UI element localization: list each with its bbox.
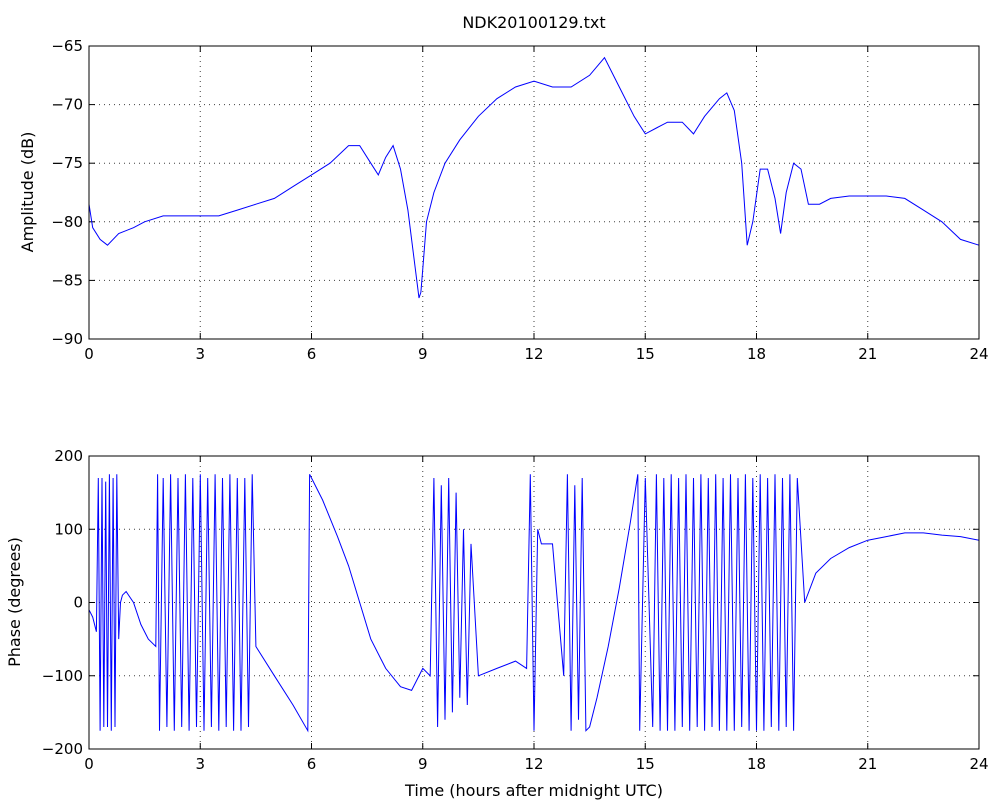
amp-y-tick-label: −75: [51, 154, 83, 172]
phase-axes-frame: [88, 455, 980, 750]
amp-y-tick-label: −65: [51, 37, 83, 55]
ph-x-tick-label: 0: [84, 755, 94, 773]
phase-ticks: 0 3 6 9 12 15 18 21 24 −200 −100 0 100 200: [42, 447, 989, 773]
amplitude-grid: [89, 46, 979, 339]
amp-y-tick-label: −70: [51, 96, 83, 114]
amp-x-tick-label: 6: [307, 345, 317, 363]
amplitude-ticks: 0 3 6 9 12 15 18 21 24 −90 −85 −80 −75 −70 −65: [51, 37, 988, 363]
amp-x-tick-label: 12: [524, 345, 543, 363]
amplitude-series-line: [88, 56, 980, 299]
amp-y-tick-label: −85: [51, 271, 83, 289]
ph-x-tick-label: 24: [969, 755, 988, 773]
phase-y-axis-label: Phase (degrees): [5, 537, 24, 667]
phase-x-axis-label: Time (hours after midnight UTC): [404, 781, 663, 800]
phase-grid: [89, 456, 979, 749]
amp-x-tick-label: 18: [747, 345, 766, 363]
amplitude-y-axis-label: Amplitude (dB): [18, 132, 37, 253]
amp-x-tick-label: 15: [636, 345, 655, 363]
ph-x-tick-label: 9: [418, 755, 428, 773]
amp-x-tick-label: 3: [195, 345, 205, 363]
ph-y-tick-label: −100: [42, 667, 83, 685]
amp-x-tick-label: 21: [858, 345, 877, 363]
ph-y-tick-label: 0: [73, 594, 83, 612]
amp-x-tick-label: 24: [969, 345, 988, 363]
amp-y-tick-label: −90: [51, 330, 83, 348]
ph-y-tick-label: 200: [54, 447, 83, 465]
amp-x-tick-label: 9: [418, 345, 428, 363]
chart-title: NDK20100129.txt: [462, 13, 605, 32]
phase-series-line: [88, 474, 980, 733]
amp-y-tick-label: −80: [51, 213, 83, 231]
amplitude-panel: NDK20100129.txt 0 3 6 9 12 15 18 21 24 −90 −85 −80 −…: [18, 13, 989, 363]
ph-y-tick-label: 100: [54, 520, 83, 538]
ph-x-tick-label: 15: [636, 755, 655, 773]
ph-x-tick-label: 6: [307, 755, 317, 773]
ph-x-tick-label: 21: [858, 755, 877, 773]
ph-x-tick-label: 12: [524, 755, 543, 773]
amp-x-tick-label: 0: [84, 345, 94, 363]
phase-panel: 0 3 6 9 12 15 18 21 24 −200 −100 0 100 200 Phase (deg…: [5, 447, 989, 800]
amplitude-axes-frame: [88, 45, 980, 340]
ph-x-tick-label: 18: [747, 755, 766, 773]
ph-x-tick-label: 3: [195, 755, 205, 773]
ph-y-tick-label: −200: [42, 740, 83, 758]
